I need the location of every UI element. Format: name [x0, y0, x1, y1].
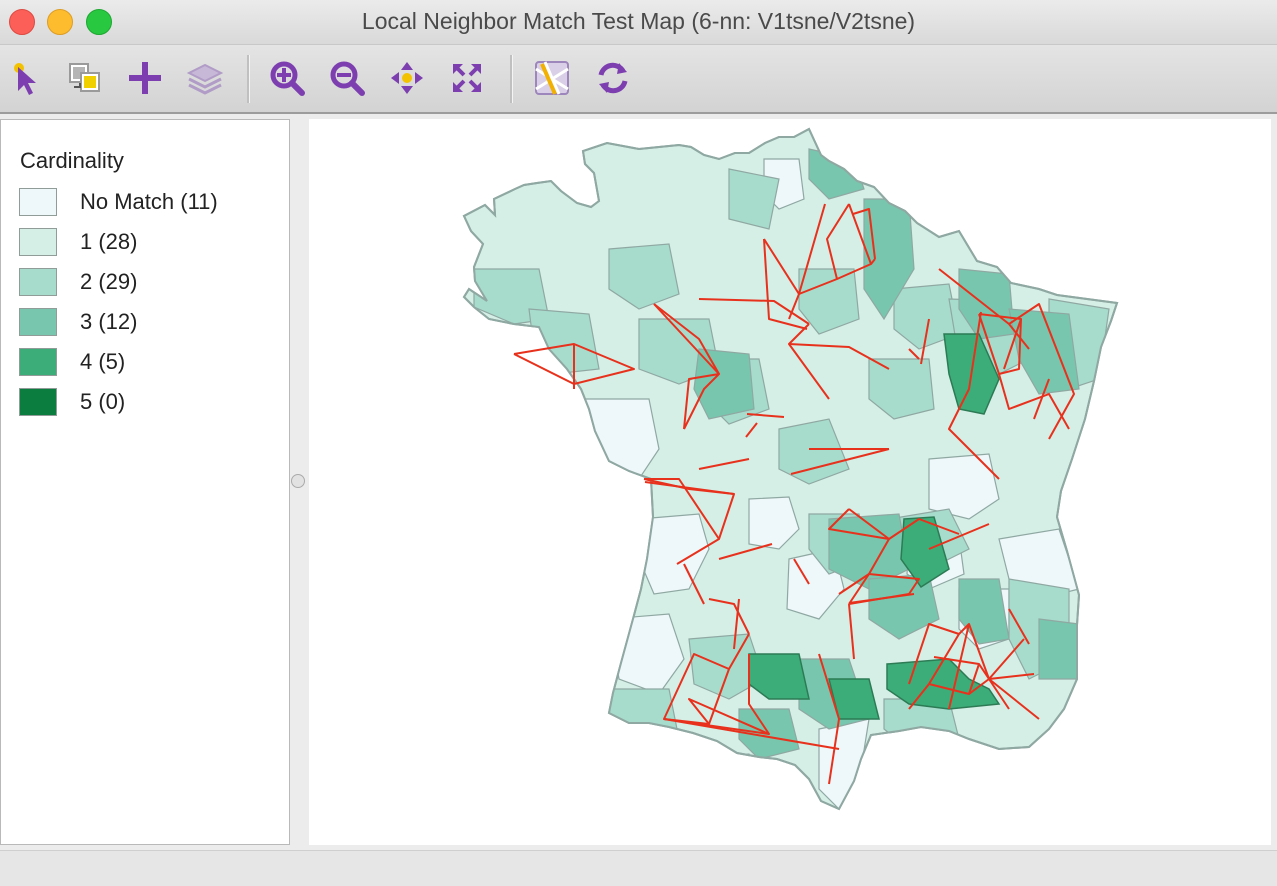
legend-label: No Match (11) [80, 189, 218, 214]
toolbar-separator [247, 55, 250, 103]
fit-extent-icon[interactable] [448, 59, 486, 97]
legend-swatch [19, 268, 57, 296]
copy-image-icon[interactable] [66, 59, 104, 97]
legend-label: 1 (28) [80, 229, 138, 254]
map-canvas[interactable] [309, 119, 1271, 845]
basemap-icon[interactable] [533, 59, 571, 97]
neighbor-links [513, 203, 1075, 785]
zoom-in-icon[interactable] [268, 59, 306, 97]
add-variable-icon[interactable] [126, 59, 164, 97]
legend-label: 2 (29) [80, 269, 138, 294]
pan-icon[interactable] [388, 59, 426, 97]
legend-panel: Cardinality No Match (11) 1 (28) 2 (29) … [0, 119, 290, 845]
legend-swatch [19, 388, 57, 416]
legend-label: 3 (12) [80, 309, 138, 334]
toolbar [0, 45, 1277, 114]
window-title: Local Neighbor Match Test Map (6-nn: V1t… [361, 8, 916, 34]
legend-swatch [19, 188, 57, 216]
minimize-button[interactable] [47, 9, 73, 35]
status-bar [0, 850, 1277, 886]
map-svg [463, 128, 1118, 810]
legend-title: Cardinality [20, 148, 124, 173]
legend-swatch [19, 348, 57, 376]
close-button[interactable] [9, 9, 35, 35]
select-pointer-icon[interactable] [8, 59, 46, 97]
legend-label: 4 (5) [80, 349, 126, 374]
split-divider-handle[interactable] [291, 474, 305, 488]
title-bar: Local Neighbor Match Test Map (6-nn: V1t… [0, 0, 1277, 45]
refresh-icon[interactable] [594, 59, 632, 97]
legend-label: 5 (0) [80, 389, 126, 414]
legend-swatch [19, 228, 57, 256]
legend-swatch [19, 308, 57, 336]
zoom-window-button[interactable] [86, 9, 112, 35]
department-polygons [473, 148, 1110, 809]
layers-icon[interactable] [186, 59, 224, 97]
toolbar-separator [510, 55, 513, 103]
zoom-out-icon[interactable] [328, 59, 366, 97]
